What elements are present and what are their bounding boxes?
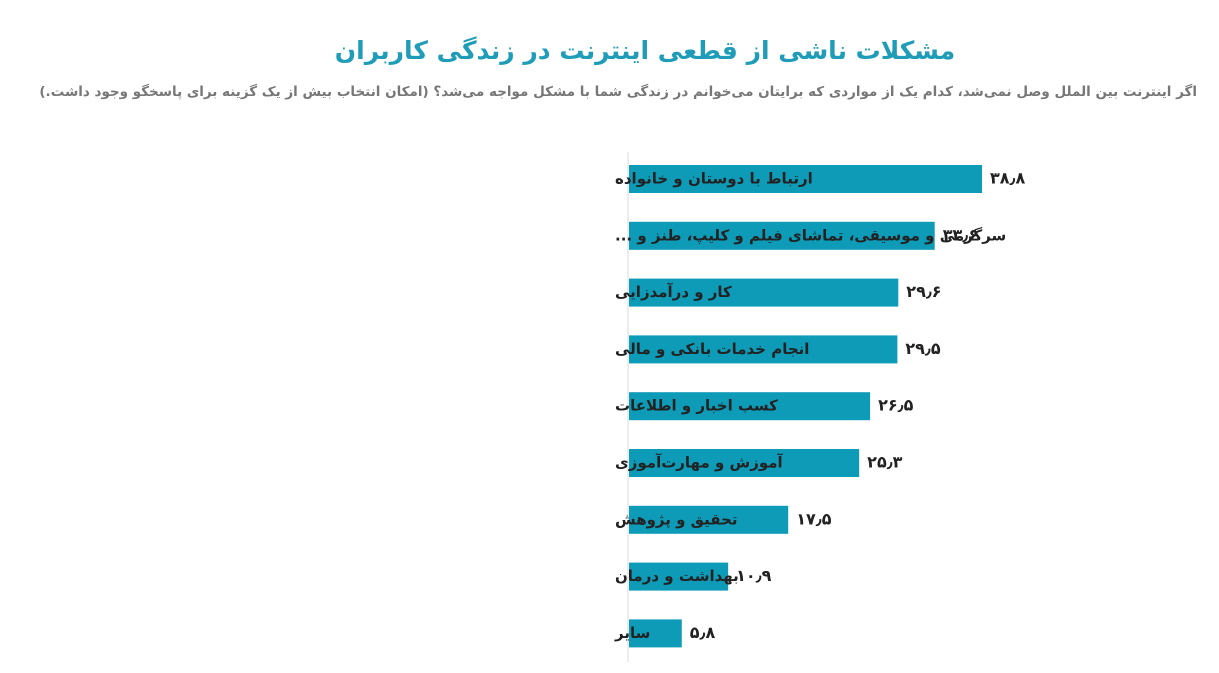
value-label: ۱۰٫۹ (736, 566, 772, 585)
bar (629, 335, 898, 364)
category-label: سایر (614, 624, 650, 642)
value-label: ۲۶٫۵ (878, 396, 914, 415)
value-label: ۵٫۸ (690, 623, 716, 642)
category-label: تحقیق و پژوهش (615, 510, 738, 529)
category-label: ارتباط با دوستان و خانواده (615, 170, 813, 188)
chart-title: مشکلات ناشی از قطعی اینترنت در زندگی کار… (334, 36, 956, 65)
bar (629, 165, 982, 193)
category-label: آموزش و مهارت‌آموزی (615, 454, 784, 472)
category-label: کار و درآمدزایی (615, 283, 732, 301)
value-label: ۳۳٫۶ (943, 225, 978, 244)
category-label: کسب اخبار و اطلاعات (615, 397, 778, 415)
bar (629, 449, 860, 477)
bar (629, 562, 729, 591)
value-label: ۲۵٫۳ (867, 453, 903, 472)
bar (629, 278, 899, 307)
bar (629, 221, 935, 250)
chart-subtitle: اگر اینترنت بین الملل وصل نمی‌شد، کدام ی… (39, 84, 1197, 100)
value-label: ۳۸٫۸ (990, 169, 1026, 188)
bar (629, 392, 871, 421)
category-label: بهداشت و درمان (615, 567, 739, 585)
value-label: ۱۷٫۵ (796, 509, 832, 528)
bars-layer: ارتباط با دوستان و خانواده ۳۸٫۸ سرگرمی و م… (614, 165, 1026, 648)
bar (629, 505, 789, 534)
value-label: ۲۹٫۵ (905, 339, 941, 358)
value-label: ۲۹٫۶ (906, 282, 941, 301)
bar (629, 619, 682, 648)
category-label: سرگرمی و موسیقی، تماشای فیلم و کلیپ، طنز… (615, 226, 1006, 244)
category-label: انجام خدمات بانکی و مالی (615, 340, 809, 358)
